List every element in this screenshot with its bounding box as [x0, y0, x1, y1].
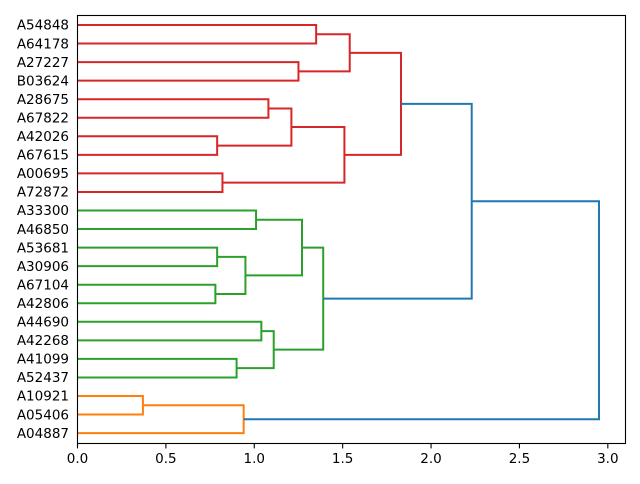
- leaf-label-A27227: A27227: [17, 55, 69, 71]
- x-tick-label: 2.5: [509, 451, 530, 467]
- leaf-label-A04887: A04887: [17, 426, 69, 442]
- axes-frame: [76, 14, 627, 445]
- leaf-label-A10921: A10921: [17, 389, 69, 405]
- leaf-label-A52437: A52437: [17, 370, 69, 386]
- x-tick-label: 0.0: [67, 451, 88, 467]
- leaf-label-A46850: A46850: [17, 222, 69, 238]
- dendrogram-link-M7: [222, 126, 346, 184]
- leaf-label-A54848: A54848: [17, 18, 69, 34]
- dendrogram-link-M2: [298, 33, 351, 73]
- leaf-label-B03624: B03624: [17, 73, 69, 89]
- leaf-label-A53681: A53681: [17, 240, 69, 256]
- leaf-label-A28675: A28675: [17, 92, 69, 108]
- x-axis: 0.0 0.5 1.0 1.5 2.0 2.5 3.0: [67, 443, 619, 467]
- leaf-label-A42806: A42806: [17, 296, 69, 312]
- leaf-label-A33300: A33300: [17, 203, 69, 219]
- dendrogram-link-M13: [245, 218, 304, 277]
- dendrogram-links: [77, 24, 600, 435]
- leaf-label-A30906: A30906: [17, 259, 69, 275]
- dendrogram-link-M3: [77, 98, 270, 119]
- leaf-label-A64178: A64178: [17, 36, 69, 52]
- leaf-label-A42026: A42026: [17, 129, 69, 145]
- leaf-label-A00695: A00695: [17, 166, 69, 182]
- dendrogram-link-M12: [215, 255, 247, 295]
- x-tick-label: 1.0: [244, 451, 265, 467]
- leaf-label-A44690: A44690: [17, 315, 69, 331]
- leaf-labels: A54848 A64178 A27227 B03624 A28675 A67822 A420…: [17, 18, 69, 442]
- x-tick-label: 2.0: [420, 451, 441, 467]
- leaf-label-A67104: A67104: [17, 277, 69, 293]
- x-tick-label: 3.0: [597, 451, 618, 467]
- leaf-label-A67615: A67615: [17, 148, 69, 164]
- leaf-label-A05406: A05406: [17, 407, 69, 423]
- leaf-label-A42268: A42268: [17, 333, 69, 349]
- dendrogram-link-M20: [323, 102, 473, 300]
- dendrogram-link-M0: [77, 24, 318, 45]
- x-tick-label: 1.5: [332, 451, 353, 467]
- leaf-label-A67822: A67822: [17, 110, 69, 126]
- dendrogram-link-M18: [77, 395, 144, 416]
- dendrogram-link-M17: [273, 246, 325, 351]
- x-tick-label: 0.5: [155, 451, 176, 467]
- leaf-label-A41099: A41099: [17, 352, 69, 368]
- leaf-label-A72872: A72872: [17, 185, 69, 201]
- dendrogram-link-M16: [236, 330, 275, 370]
- dendrogram-link-M14: [77, 320, 263, 342]
- dendrogram-link-M21: [243, 200, 600, 421]
